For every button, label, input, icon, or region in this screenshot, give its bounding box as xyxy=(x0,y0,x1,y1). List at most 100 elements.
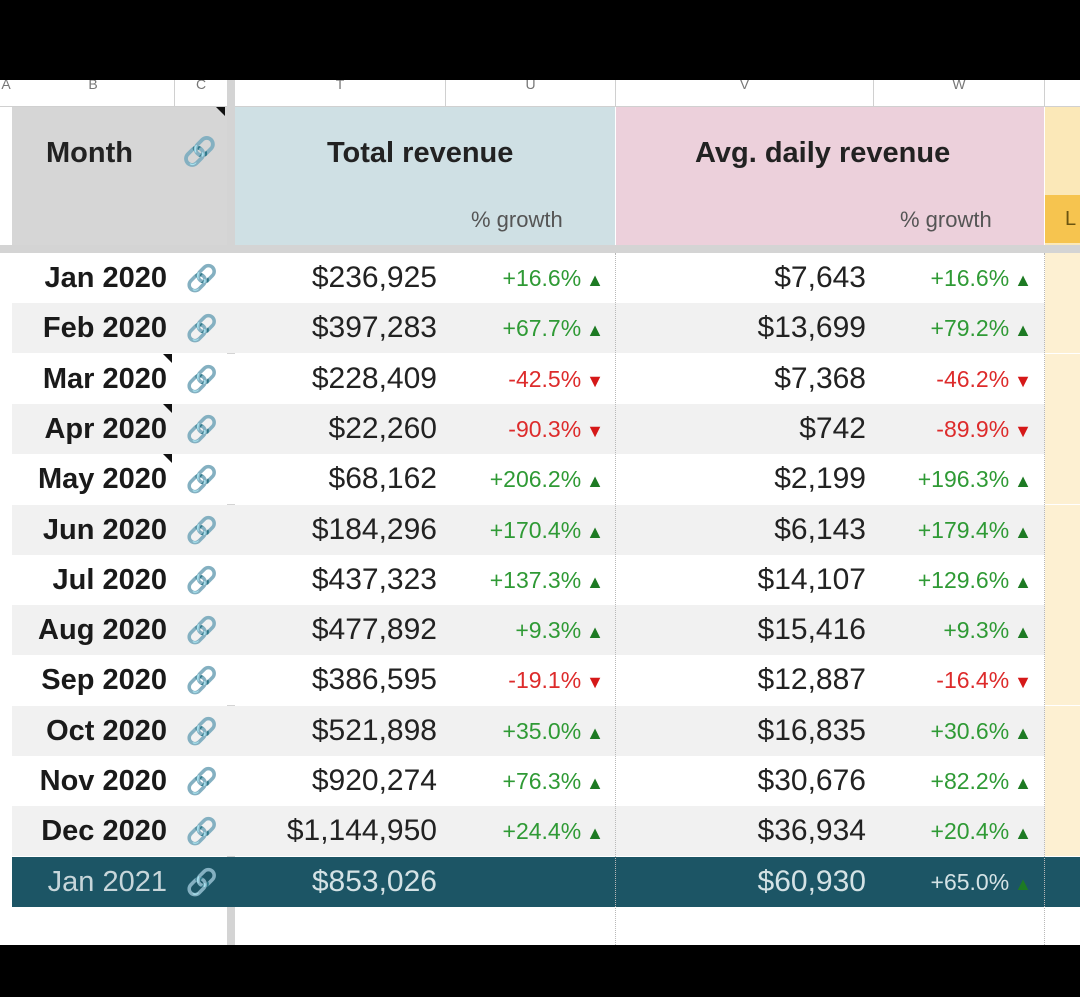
avg-growth-cell[interactable]: +16.6% ▲ xyxy=(882,253,1032,303)
column-header-u[interactable]: U xyxy=(446,80,616,107)
month-cell[interactable]: Apr 2020 xyxy=(44,412,167,445)
total-revenue-cell[interactable]: $477,892 xyxy=(311,613,437,647)
total-revenue-cell[interactable]: $920,274 xyxy=(311,764,437,797)
month-cell[interactable]: Dec 2020 xyxy=(41,815,167,848)
table-row[interactable]: Nov 2020 🔗 $920,274 +76.3% ▲ $30,676 +82.2% ▲ xyxy=(12,756,1080,806)
month-cell[interactable]: Mar 2020 xyxy=(42,362,167,395)
month-cell[interactable]: Nov 2020 xyxy=(39,765,167,797)
link-icon[interactable]: 🔗 xyxy=(185,363,219,394)
avg-growth-cell[interactable]: +30.6% ▲ xyxy=(882,706,1032,756)
avg-revenue-cell[interactable]: $15,416 xyxy=(757,613,866,647)
table-row[interactable]: Aug 2020 🔗 $477,892 +9.3% ▲ $15,416 +9.3% ▲ xyxy=(12,605,1080,656)
avg-growth-cell[interactable]: -89.9% ▼ xyxy=(882,404,1032,454)
table-row[interactable]: Dec 2020 🔗 $1,144,950 +24.4% ▲ $36,934 +20.4%… xyxy=(12,806,1080,857)
total-revenue-cell[interactable]: $437,323 xyxy=(311,562,437,596)
avg-revenue-cell[interactable]: $742 xyxy=(799,411,866,445)
link-icon[interactable]: 🔗 xyxy=(185,816,219,847)
total-growth-cell[interactable]: -90.3% ▼ xyxy=(452,404,604,454)
table-row[interactable]: Jul 2020 🔗 $437,323 +137.3% ▲ $14,107 +129.6%… xyxy=(12,554,1080,605)
table-row[interactable]: Apr 2020 🔗 $22,260 -90.3% ▼ $742 -89.9% ▼ xyxy=(12,403,1080,454)
avg-revenue-cell[interactable]: $6,143 xyxy=(774,512,866,546)
total-growth-cell[interactable] xyxy=(452,857,604,907)
avg-revenue-cell[interactable]: $7,643 xyxy=(774,261,866,294)
total-revenue-cell[interactable]: $386,595 xyxy=(311,663,437,697)
avg-growth-cell[interactable]: +79.2% ▲ xyxy=(882,303,1032,353)
avg-revenue-cell[interactable]: $7,368 xyxy=(774,361,866,395)
avg-growth-cell[interactable]: +20.4% ▲ xyxy=(882,806,1032,856)
total-revenue-cell[interactable]: $68,162 xyxy=(328,462,437,496)
avg-growth-cell[interactable]: +82.2% ▲ xyxy=(882,756,1032,806)
avg-revenue-cell[interactable]: $2,199 xyxy=(774,462,866,496)
month-cell[interactable]: Jan 2020 xyxy=(44,262,167,294)
total-growth-cell[interactable]: +16.6% ▲ xyxy=(452,253,604,303)
avg-growth-cell[interactable]: -46.2% ▼ xyxy=(882,354,1032,404)
frozen-row-divider[interactable] xyxy=(0,245,1080,253)
link-icon[interactable]: 🔗 xyxy=(185,866,219,897)
link-icon[interactable]: 🔗 xyxy=(185,715,219,746)
total-growth-cell[interactable]: -19.1% ▼ xyxy=(452,655,604,705)
total-growth-cell[interactable]: +170.4% ▲ xyxy=(452,505,604,555)
avg-revenue-cell[interactable]: $30,676 xyxy=(757,764,866,797)
link-icon[interactable]: 🔗 xyxy=(185,313,219,344)
total-growth-cell[interactable]: +35.0% ▲ xyxy=(452,706,604,756)
table-row[interactable]: Feb 2020 🔗 $397,283 +67.7% ▲ $13,699 +79.2% ▲ xyxy=(12,303,1080,354)
column-header-b[interactable]: B xyxy=(12,80,175,107)
next-column-cell[interactable] xyxy=(1045,605,1080,656)
total-growth-cell[interactable]: +76.3% ▲ xyxy=(452,756,604,806)
column-header-t[interactable]: T xyxy=(235,80,446,107)
avg-growth-cell[interactable]: +129.6% ▲ xyxy=(882,555,1032,605)
link-icon[interactable]: 🔗 xyxy=(185,665,219,696)
next-column-cell[interactable] xyxy=(1045,856,1080,907)
total-revenue-cell[interactable]: $853,026 xyxy=(311,864,437,898)
link-icon[interactable]: 🔗 xyxy=(185,263,219,293)
month-cell[interactable]: May 2020 xyxy=(38,463,167,496)
next-column-cell[interactable] xyxy=(1045,253,1080,303)
next-column-cell[interactable] xyxy=(1045,353,1080,404)
total-revenue-cell[interactable]: $228,409 xyxy=(311,361,437,395)
next-column-cell[interactable] xyxy=(1045,303,1080,354)
avg-growth-cell[interactable]: +65.0% ▲ xyxy=(882,857,1032,907)
avg-revenue-cell[interactable]: $14,107 xyxy=(757,562,866,596)
link-icon[interactable]: 🔗 xyxy=(185,766,219,796)
month-cell[interactable]: Feb 2020 xyxy=(42,312,167,345)
spreadsheet-grid[interactable]: A B C T U V W Month 🔗 Total revenue % gr… xyxy=(0,80,1080,945)
table-row[interactable]: Mar 2020 🔗 $228,409 -42.5% ▼ $7,368 -46.2% ▼ xyxy=(12,353,1080,404)
month-header-cell[interactable]: Month 🔗 xyxy=(12,107,227,245)
avg-revenue-cell[interactable]: $13,699 xyxy=(757,311,866,345)
next-column-cell[interactable] xyxy=(1045,454,1080,505)
total-growth-cell[interactable]: +206.2% ▲ xyxy=(452,454,604,504)
table-row[interactable]: May 2020 🔗 $68,162 +206.2% ▲ $2,199 +196.3% ▲ xyxy=(12,454,1080,505)
next-column-cell[interactable] xyxy=(1045,705,1080,756)
total-revenue-cell[interactable]: $184,296 xyxy=(311,512,437,546)
total-growth-cell[interactable]: +9.3% ▲ xyxy=(452,605,604,655)
avg-daily-revenue-header[interactable]: Avg. daily revenue % growth xyxy=(616,107,1044,245)
avg-revenue-cell[interactable]: $16,835 xyxy=(757,713,866,747)
next-column-cell[interactable] xyxy=(1045,554,1080,605)
avg-growth-cell[interactable]: +196.3% ▲ xyxy=(882,454,1032,504)
next-column-tab[interactable]: L xyxy=(1045,195,1080,243)
next-column-cell[interactable] xyxy=(1045,806,1080,857)
next-column-cell[interactable] xyxy=(1045,504,1080,555)
month-cell[interactable]: Oct 2020 xyxy=(46,714,167,747)
total-revenue-cell[interactable]: $521,898 xyxy=(311,713,437,747)
column-header-w[interactable]: W xyxy=(874,80,1045,107)
link-icon[interactable]: 🔗 xyxy=(182,136,217,167)
table-row[interactable]: Jun 2020 🔗 $184,296 +170.4% ▲ $6,143 +179.4% … xyxy=(12,504,1080,555)
next-column-cell[interactable] xyxy=(1045,756,1080,806)
avg-growth-cell[interactable]: +9.3% ▲ xyxy=(882,605,1032,655)
link-icon[interactable]: 🔗 xyxy=(185,564,219,595)
column-header-v[interactable]: V xyxy=(616,80,874,107)
table-row[interactable]: Sep 2020 🔗 $386,595 -19.1% ▼ $12,887 -16.4% ▼ xyxy=(12,655,1080,706)
month-cell[interactable]: Jan 2021 xyxy=(47,865,167,898)
total-revenue-cell[interactable]: $1,144,950 xyxy=(286,814,437,848)
column-header-c[interactable]: C xyxy=(175,80,228,107)
link-icon[interactable]: 🔗 xyxy=(185,615,219,646)
avg-growth-cell[interactable]: -16.4% ▼ xyxy=(882,655,1032,705)
link-icon[interactable]: 🔗 xyxy=(185,514,219,545)
avg-revenue-cell[interactable]: $36,934 xyxy=(757,814,866,848)
month-cell[interactable]: Jun 2020 xyxy=(42,513,167,546)
column-header-x[interactable] xyxy=(1045,80,1080,107)
avg-revenue-cell[interactable]: $60,930 xyxy=(757,864,866,898)
total-revenue-cell[interactable]: $236,925 xyxy=(311,261,437,294)
link-icon[interactable]: 🔗 xyxy=(185,413,219,444)
